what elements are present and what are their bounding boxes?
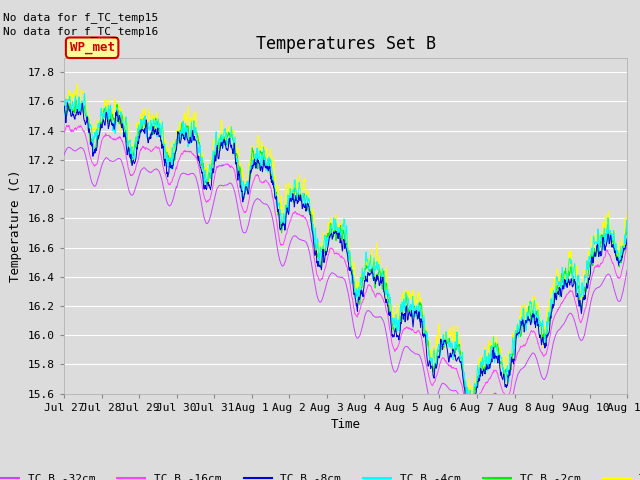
TC_B +4cm (300, 186, 307, 192)
TC_B -4cm (60, 113, 68, 119)
TC_B -32cm (65, 144, 73, 150)
TC_B -16cm (311, 260, 319, 265)
TC_B +4cm (127, 148, 134, 154)
TC_B -2cm (60, 109, 68, 115)
Legend: TC_B -32cm, TC_B -16cm, TC_B -8cm, TC_B -4cm, TC_B -2cm, TC_B +4cm: TC_B -32cm, TC_B -16cm, TC_B -8cm, TC_B … (0, 469, 640, 480)
TC_B -4cm (623, 229, 631, 235)
TC_B +4cm (311, 242, 319, 248)
TC_B +4cm (463, 402, 471, 408)
Text: No data for f_TC_temp15: No data for f_TC_temp15 (3, 12, 159, 23)
TC_B -8cm (321, 253, 329, 259)
TC_B -32cm (467, 441, 474, 446)
Line: TC_B -4cm: TC_B -4cm (64, 94, 627, 403)
TC_B -8cm (104, 121, 112, 127)
TC_B -2cm (104, 116, 112, 122)
TC_B -2cm (300, 194, 307, 200)
TC_B +4cm (623, 208, 631, 214)
TC_B -16cm (623, 242, 631, 248)
TC_B -32cm (321, 287, 329, 292)
Line: TC_B -16cm: TC_B -16cm (64, 125, 627, 420)
TC_B -32cm (60, 152, 68, 158)
TC_B -4cm (127, 151, 134, 157)
TC_B -32cm (127, 192, 134, 198)
TC_B -4cm (81, 91, 88, 96)
TC_B -4cm (300, 192, 307, 197)
TC_B -8cm (127, 151, 134, 157)
TC_B -8cm (465, 413, 472, 419)
TC_B -16cm (381, 300, 388, 306)
TC_B -32cm (381, 324, 388, 329)
TC_B -2cm (72, 97, 80, 103)
TC_B -16cm (104, 133, 112, 139)
TC_B -8cm (381, 295, 388, 301)
TC_B -8cm (623, 236, 631, 241)
TC_B -8cm (300, 201, 307, 207)
TC_B +4cm (104, 97, 112, 103)
Y-axis label: Temperature (C): Temperature (C) (10, 169, 22, 282)
TC_B -32cm (104, 156, 112, 162)
TC_B +4cm (60, 102, 68, 108)
TC_B -2cm (311, 240, 319, 246)
TC_B -16cm (467, 418, 474, 423)
Line: TC_B -8cm: TC_B -8cm (64, 103, 627, 416)
Line: TC_B -32cm: TC_B -32cm (64, 147, 627, 444)
TC_B -32cm (311, 282, 319, 288)
TC_B -2cm (127, 160, 134, 166)
TC_B -8cm (60, 107, 68, 113)
TC_B -32cm (300, 238, 307, 243)
TC_B -4cm (321, 232, 329, 238)
TC_B -16cm (321, 266, 329, 272)
TC_B -32cm (623, 267, 631, 273)
TC_B +4cm (381, 290, 388, 296)
TC_B -4cm (381, 278, 388, 284)
TC_B -4cm (311, 229, 319, 235)
TC_B -8cm (311, 251, 319, 257)
TC_B -4cm (467, 400, 475, 406)
Line: TC_B +4cm: TC_B +4cm (64, 84, 627, 405)
Title: Temperatures Set B: Temperatures Set B (255, 35, 436, 53)
TC_B -16cm (127, 172, 134, 178)
TC_B -2cm (321, 246, 329, 252)
TC_B +4cm (321, 232, 329, 238)
Line: TC_B -2cm: TC_B -2cm (64, 100, 627, 406)
TC_B -2cm (465, 403, 472, 409)
TC_B -16cm (60, 130, 68, 135)
TC_B -16cm (65, 122, 73, 128)
TC_B +4cm (74, 81, 81, 87)
Text: No data for f_TC_temp16: No data for f_TC_temp16 (3, 26, 159, 37)
Text: WP_met: WP_met (70, 41, 115, 54)
TC_B -8cm (63, 100, 71, 106)
X-axis label: Time: Time (331, 418, 360, 431)
TC_B -16cm (300, 213, 307, 218)
TC_B -2cm (623, 232, 631, 238)
TC_B -4cm (104, 114, 112, 120)
TC_B -2cm (381, 285, 388, 291)
